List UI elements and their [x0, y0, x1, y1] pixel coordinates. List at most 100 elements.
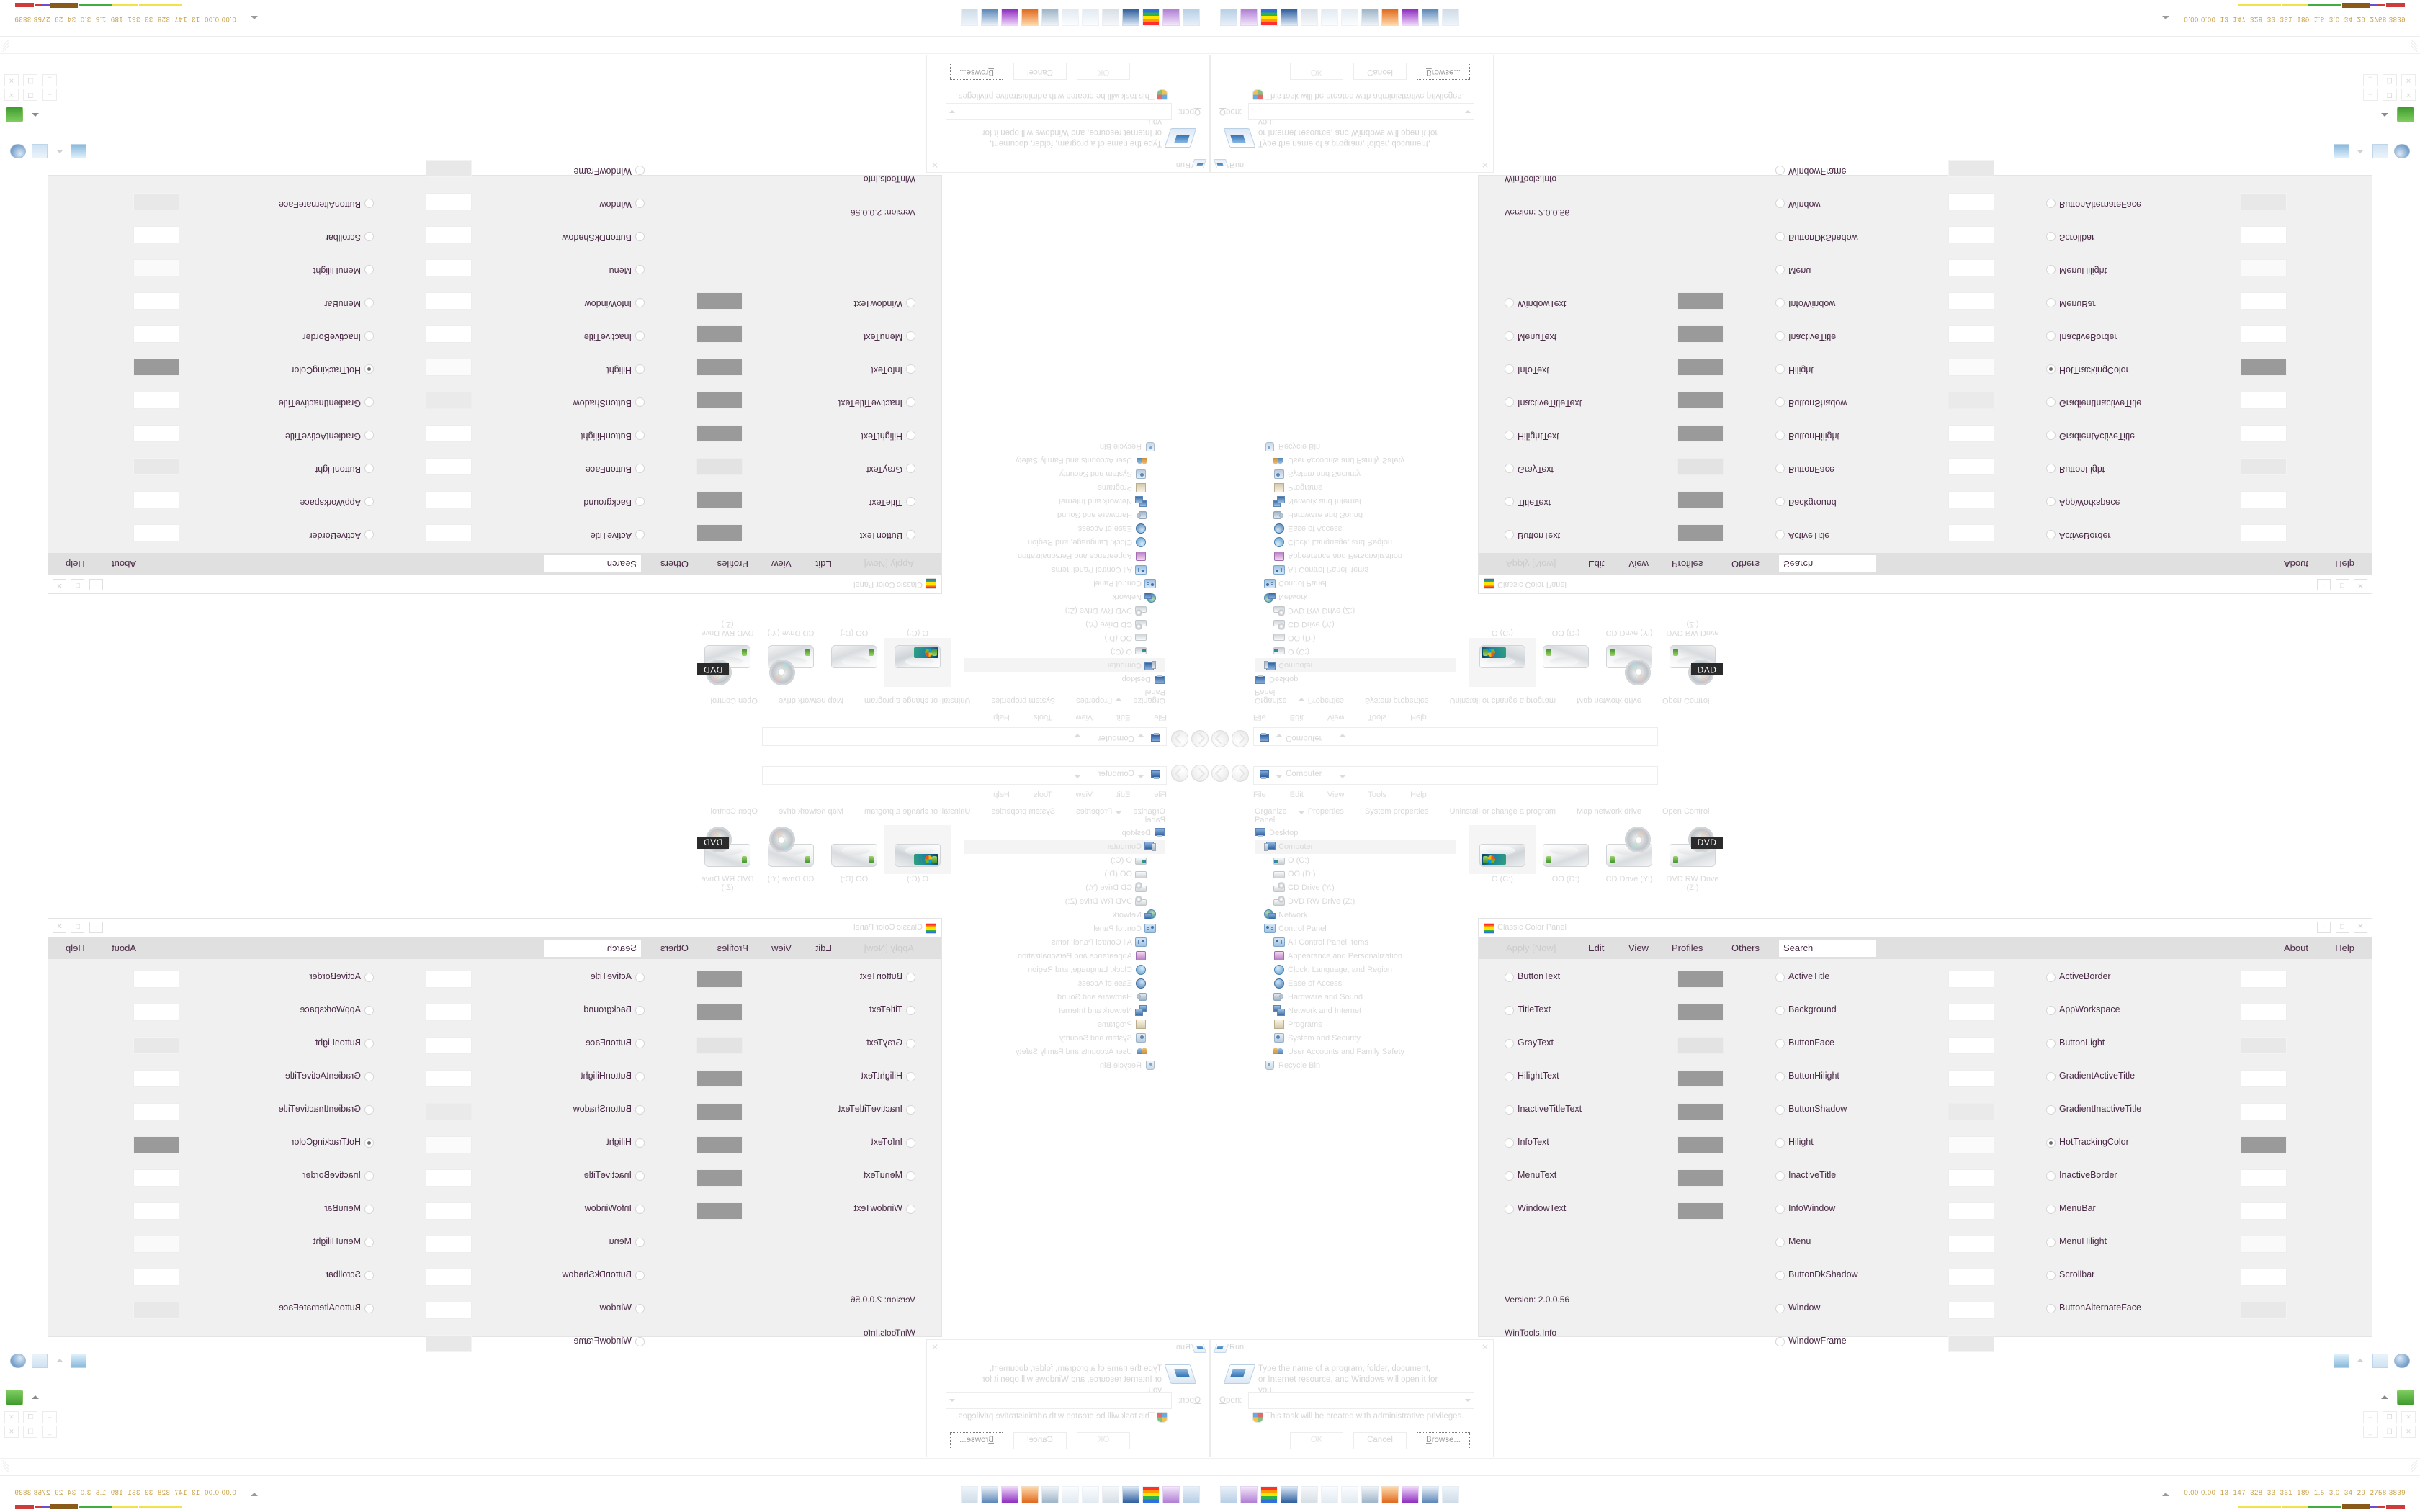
color-swatch[interactable] [133, 259, 179, 276]
color-swatch[interactable] [696, 971, 743, 988]
display-icon[interactable] [1041, 1486, 1059, 1503]
radio-button[interactable] [1775, 1205, 1785, 1214]
radio-button[interactable] [906, 1138, 915, 1148]
color-swatch[interactable] [2241, 458, 2287, 475]
tree-item-computer[interactable]: Computer [964, 658, 1165, 672]
color-swatch[interactable] [1677, 1169, 1724, 1187]
tree-item-dvd-drive[interactable]: DVD RW Drive (Z:) [1255, 895, 1456, 909]
search-input[interactable]: Search [1779, 555, 1876, 572]
drive-item-c[interactable]: O (C:) [884, 825, 951, 883]
toolbar-map-network-drive[interactable]: Map network drive [1577, 807, 1641, 816]
tree-item-clock-language[interactable]: Clock, Language, and Region [1255, 535, 1456, 549]
color-swatch[interactable] [133, 1004, 179, 1021]
color-row-hilight[interactable]: Hilight [400, 359, 645, 376]
window-controls-group-b[interactable]: _ ❏ ✕ [2362, 1424, 2416, 1438]
ccp-menubar[interactable]: Apply [Now] Edit View Profiles Others Se… [48, 553, 941, 575]
tree-item-user-accounts[interactable]: User Accounts and Family Safety [964, 453, 1165, 467]
color-row-menuhilight[interactable]: MenuHilight [107, 259, 374, 276]
color-row-infowindow[interactable]: InfoWindow [400, 292, 645, 310]
chevron-up-icon[interactable] [56, 1359, 63, 1362]
menu-file[interactable]: File [1253, 713, 1266, 721]
color-row-graytext[interactable]: GrayText [671, 1037, 915, 1054]
menu-view[interactable]: View [771, 559, 792, 570]
menu-profiles[interactable]: Profiles [1672, 559, 1703, 570]
picture-icon[interactable] [71, 1354, 86, 1368]
ccp-window-controls[interactable]: – □ ✕ [2316, 577, 2367, 590]
color-row-scrollbar[interactable]: Scrollbar [2046, 226, 2313, 243]
browse-button[interactable]: Browse... [950, 63, 1003, 80]
color-swatch[interactable] [696, 1004, 743, 1021]
color-row-titletext[interactable]: TitleText [671, 491, 915, 508]
drive-item-c[interactable]: O (C:) [884, 629, 951, 687]
radio-button[interactable] [2046, 973, 2056, 982]
close-button[interactable]: ✕ [2354, 922, 2367, 933]
color-swatch[interactable] [2241, 1103, 2287, 1120]
chevron-up-icon[interactable] [2357, 150, 2364, 153]
restore-button[interactable]: ❐ [23, 89, 38, 101]
restore-button[interactable]: ❐ [23, 1411, 38, 1423]
color-swatch[interactable] [1677, 1103, 1724, 1120]
minimize-button[interactable]: – [89, 579, 103, 590]
close-button[interactable]: ✕ [2401, 89, 2416, 101]
color-row-buttonalternateface[interactable]: ButtonAlternateFace [2046, 1302, 2313, 1319]
tree-item-clock-language[interactable]: Clock, Language, and Region [964, 963, 1165, 977]
radio-button[interactable] [1775, 166, 1785, 175]
color-swatch[interactable] [426, 1103, 472, 1120]
color-row-menutext[interactable]: MenuText [1505, 1169, 1749, 1187]
chevron-down-icon[interactable] [1276, 775, 1283, 778]
run-dialog[interactable]: Run ✕ Type the name of a program, folder… [926, 55, 1210, 173]
color-swatch[interactable] [426, 359, 472, 376]
color-row-activeborder[interactable]: ActiveBorder [2046, 524, 2313, 541]
tree-item-system-security[interactable]: System and Security [1255, 1032, 1456, 1045]
radio-button[interactable] [906, 530, 915, 539]
color-row-buttonface[interactable]: ButtonFace [1775, 458, 2020, 475]
color-swatch[interactable] [2241, 392, 2287, 409]
radio-button[interactable] [1505, 1006, 1514, 1015]
color-panel-icon[interactable] [1142, 1486, 1160, 1503]
radio-button[interactable] [635, 530, 645, 539]
color-swatch[interactable] [426, 1302, 472, 1319]
navigation-pane[interactable]: Desktop Computer O (C:) OO (D:) CD Drive… [1255, 827, 1456, 1073]
restore-button[interactable]: ❐ [2382, 89, 2397, 101]
menu-others[interactable]: Others [1731, 559, 1760, 570]
color-swatch[interactable] [426, 160, 472, 177]
menu-view[interactable]: View [1327, 713, 1345, 721]
firefox-icon[interactable] [1381, 9, 1399, 26]
color-row-buttonlight[interactable]: ButtonLight [2046, 1037, 2313, 1054]
tree-item-dvd-drive[interactable]: DVD RW Drive (Z:) [964, 895, 1165, 909]
display-icon[interactable] [1041, 9, 1059, 26]
radio-button[interactable] [1505, 464, 1514, 473]
back-button[interactable] [1191, 730, 1209, 747]
open-input[interactable] [946, 1392, 1172, 1409]
color-swatch[interactable] [2241, 425, 2287, 442]
color-swatch[interactable] [2241, 193, 2287, 210]
chevron-up-icon[interactable] [2162, 1493, 2169, 1496]
color-swatch[interactable] [133, 1103, 179, 1120]
tree-item-hardware-sound[interactable]: Hardware and Sound [1255, 508, 1456, 521]
color-row-inactivetitle[interactable]: InactiveTitle [1775, 1169, 2020, 1187]
menu-view[interactable]: View [771, 942, 792, 953]
ccp-title-bar[interactable]: Classic Color Panel – □ ✕ [1479, 919, 2372, 938]
radio-button[interactable] [635, 1072, 645, 1081]
tree-item-network-internet[interactable]: Network and Internet [964, 494, 1165, 508]
color-swatch[interactable] [133, 1169, 179, 1187]
radio-button[interactable] [2046, 265, 2056, 274]
color-row-menuhilight[interactable]: MenuHilight [107, 1236, 374, 1253]
color-swatch[interactable] [426, 1136, 472, 1153]
color-swatch[interactable] [426, 1070, 472, 1087]
browse-button[interactable]: Browse... [1417, 63, 1470, 80]
explorer-menubar[interactable]: File Edit View Tools Help [993, 791, 1167, 799]
color-row-background[interactable]: Background [400, 1004, 645, 1021]
color-row-buttondkshadow[interactable]: ButtonDkShadow [400, 226, 645, 243]
address-box[interactable]: Computer [1253, 766, 1658, 785]
menu-tools[interactable]: Tools [1033, 713, 1052, 721]
color-row-menubar[interactable]: MenuBar [107, 292, 374, 310]
drive-item-cd[interactable]: CD Drive (Y:) [758, 825, 824, 883]
tree-item-network-internet[interactable]: Network and Internet [1255, 494, 1456, 508]
tree-item-d-drive[interactable]: OO (D:) [964, 868, 1165, 881]
color-swatch[interactable] [1948, 1236, 1994, 1253]
tree-item-d-drive[interactable]: OO (D:) [1255, 868, 1456, 881]
address-box[interactable]: Computer [762, 766, 1167, 785]
radio-button[interactable] [635, 364, 645, 374]
maximize-button[interactable]: □ [2335, 922, 2349, 933]
